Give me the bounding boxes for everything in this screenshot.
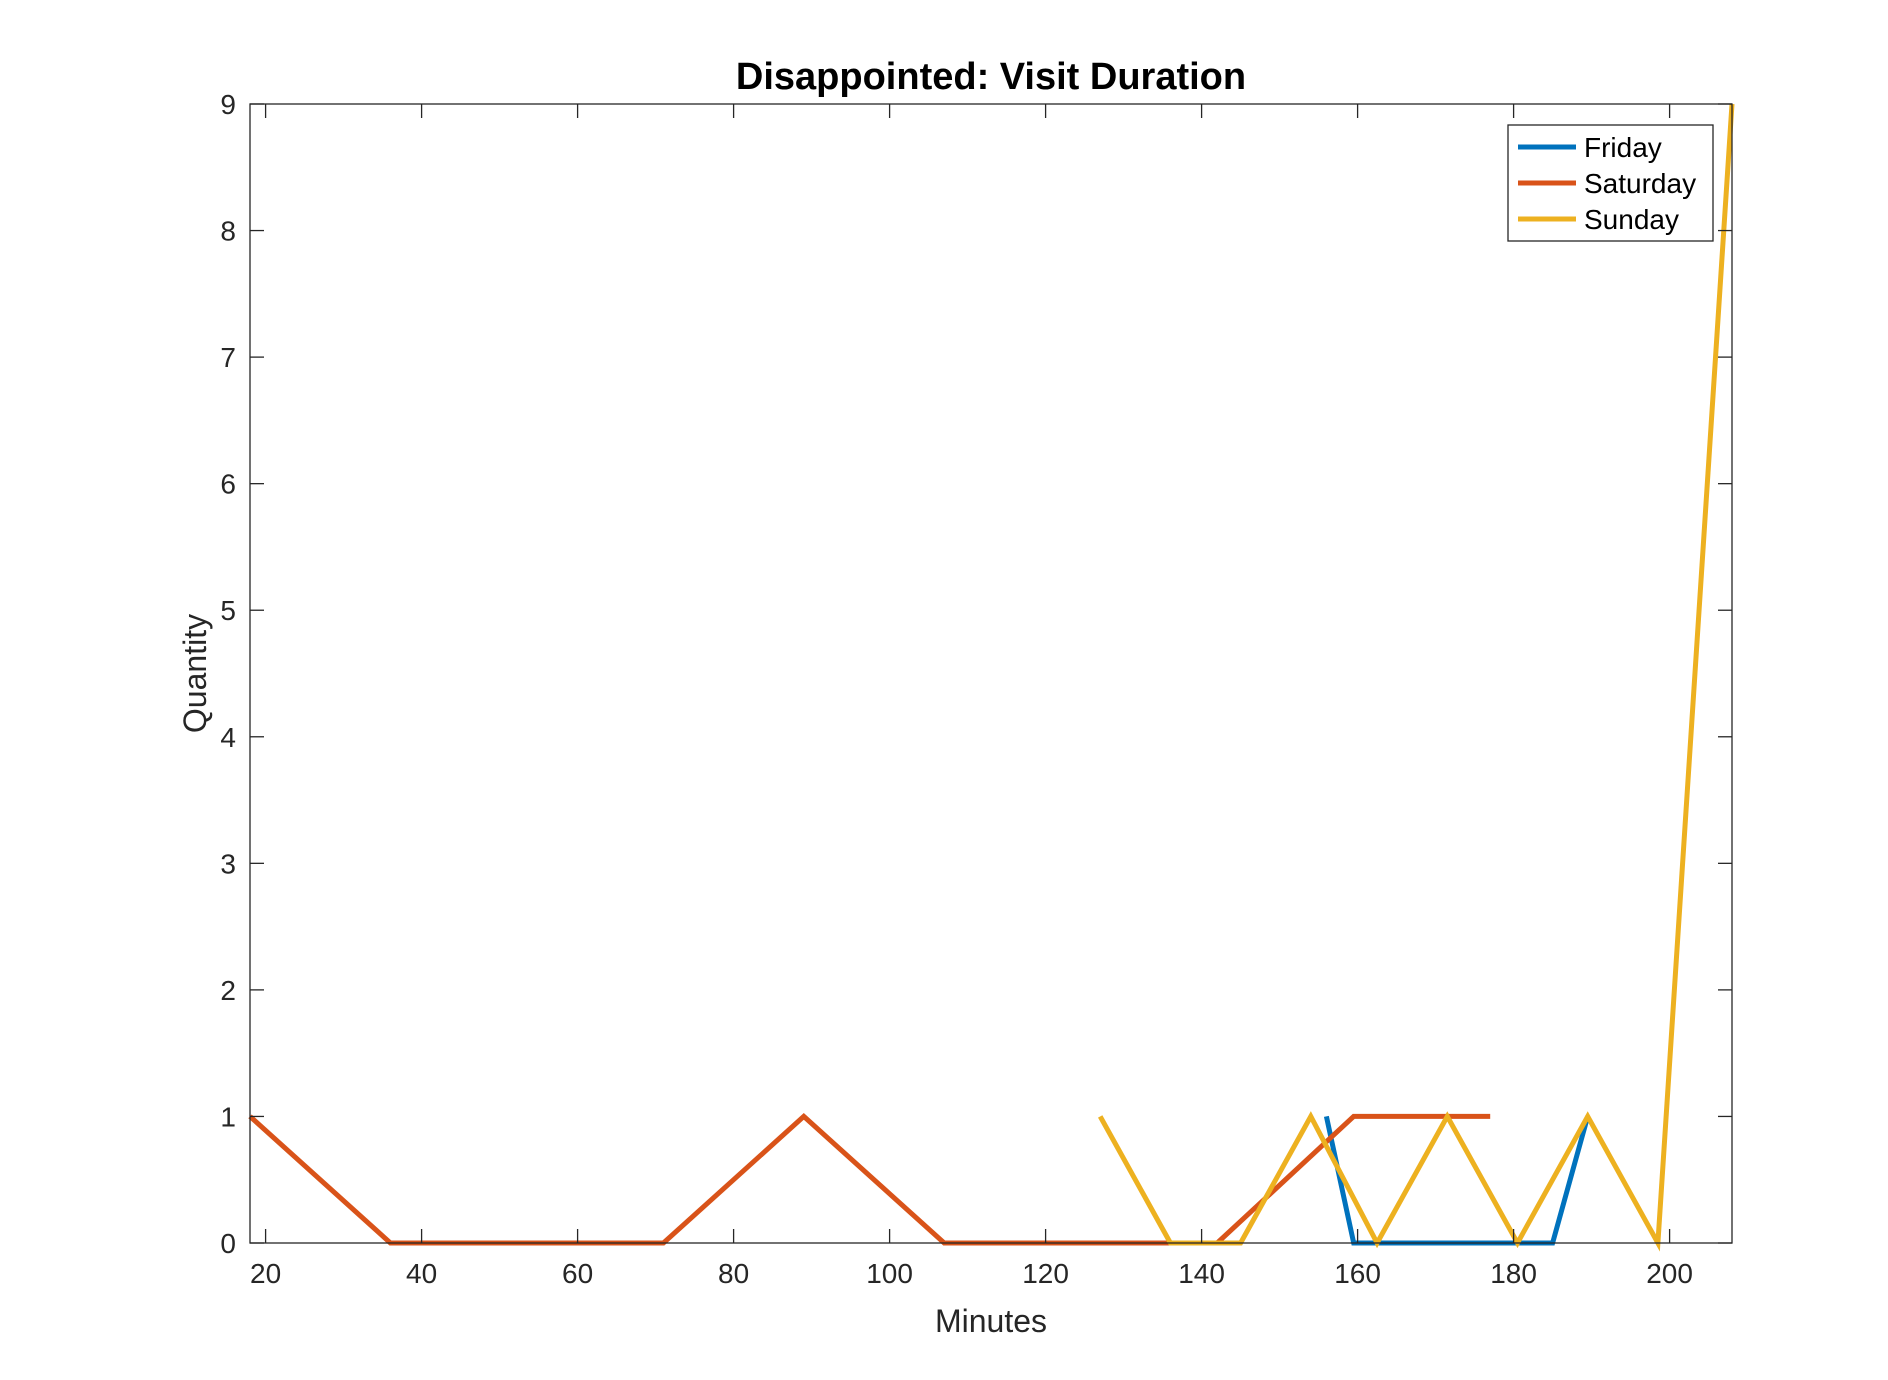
x-tick-label: 80: [718, 1258, 749, 1289]
x-tick-label: 60: [562, 1258, 593, 1289]
x-tick-label: 160: [1334, 1258, 1381, 1289]
tick-layer: 20 40 60 80 100 120 140 160 180 200 0 1 2 3 4 5 6 7 8 9: [220, 89, 1732, 1289]
y-tick-label: 5: [220, 595, 236, 626]
y-tick-label: 0: [220, 1228, 236, 1259]
y-tick-label: 7: [220, 342, 236, 373]
y-axis-title: Quantity: [177, 614, 213, 733]
legend: Friday Saturday Sunday: [1507, 124, 1714, 242]
x-tick-label: 40: [406, 1258, 437, 1289]
y-tick-label: 9: [220, 89, 236, 120]
y-tick-label: 4: [220, 722, 236, 753]
legend-label-saturday: Saturday: [1584, 168, 1696, 199]
x-tick-label: 120: [1022, 1258, 1069, 1289]
plot-area: [250, 104, 1732, 1243]
y-tick-label: 2: [220, 975, 236, 1006]
x-tick-label: 180: [1490, 1258, 1537, 1289]
x-tick-label: 100: [866, 1258, 913, 1289]
x-axis-title: Minutes: [935, 1303, 1047, 1339]
chart-title: Disappointed: Visit Duration: [736, 56, 1246, 98]
legend-label-friday: Friday: [1584, 132, 1662, 163]
y-tick-label: 1: [220, 1101, 236, 1132]
x-tick-label: 200: [1646, 1258, 1693, 1289]
y-tick-label: 6: [220, 469, 236, 500]
y-tick-label: 8: [220, 216, 236, 247]
x-tick-label: 20: [250, 1258, 281, 1289]
y-tick-label: 3: [220, 848, 236, 879]
legend-label-sunday: Sunday: [1584, 204, 1679, 235]
axes-frame: [249, 103, 1733, 1244]
x-tick-label: 140: [1178, 1258, 1225, 1289]
